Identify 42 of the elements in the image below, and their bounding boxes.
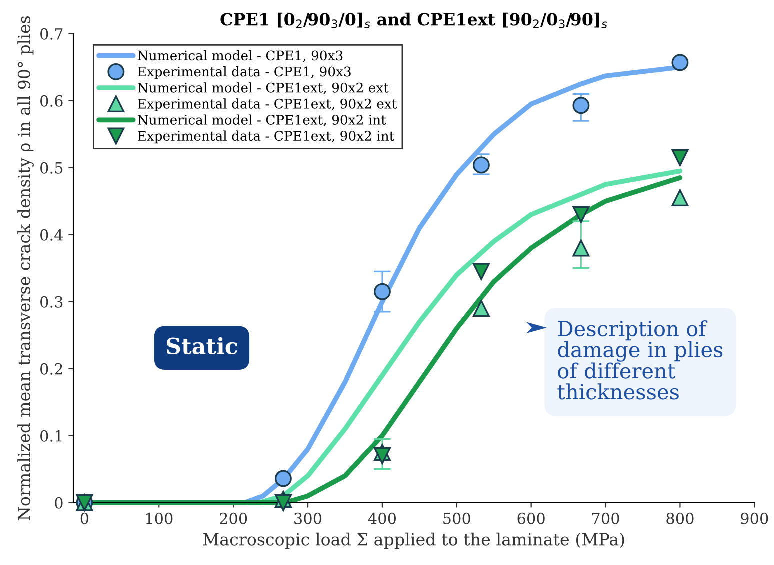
- y-tick-label: 0: [55, 497, 63, 509]
- point: [672, 54, 689, 72]
- y-tick-label: 0.1: [40, 430, 62, 442]
- chart-title: CPE1 [0$_{2}$/90$_{3}$/0]$_{s}$ and CPE1ext [90$_{2}$/0$_{3}$/90]$_{s}$: [220, 12, 608, 28]
- point: [572, 206, 590, 224]
- x-tick-label: 900: [741, 512, 768, 524]
- x-axis-title: Macroscopic load Σ applied to the laminate (MPa): [203, 532, 624, 550]
- legend-label: Numerical model - CPE1ext, 90x2 int: [138, 114, 386, 127]
- legend-label: Experimental data - CPE1, 90x3: [138, 66, 351, 80]
- y-tick-label: 0.6: [40, 95, 63, 107]
- x-tick-label: 800: [666, 512, 694, 524]
- point: [472, 156, 490, 174]
- x-tick-label: 200: [220, 512, 248, 524]
- x-tick-label: 600: [518, 512, 545, 524]
- annotation: Static: [166, 337, 238, 355]
- y-tick-label: 0.7: [40, 28, 63, 40]
- x-tick-label: 300: [294, 512, 322, 524]
- y-tick-label: 0.2: [40, 363, 62, 375]
- x-tick-label: 700: [592, 512, 620, 524]
- x-tick-label: 0: [80, 512, 89, 524]
- point: [374, 447, 391, 464]
- x-tick-label: 400: [368, 512, 396, 524]
- legend-label: Experimental data - CPE1ext, 90x2 int: [138, 130, 395, 144]
- point: [672, 149, 689, 166]
- x-tick-label: 100: [146, 512, 173, 524]
- point: [672, 190, 689, 207]
- legend-label: Numerical model - CPE1ext, 90x2 ext: [138, 82, 389, 94]
- point: [572, 97, 590, 114]
- point: [274, 470, 292, 488]
- point: [572, 240, 590, 257]
- annotation: Description of damage in plies of different thicknesses: [558, 320, 723, 400]
- point: [374, 283, 391, 300]
- point: [472, 300, 490, 318]
- y-tick-label: 0.3: [40, 296, 63, 308]
- x-tick-label: 500: [444, 512, 470, 524]
- y-tick-label: 0.5: [40, 162, 63, 174]
- point: [472, 263, 490, 280]
- legend-label: Experimental data - CPE1ext, 90x2 ext: [138, 98, 398, 112]
- y-tick-label: 0.4: [40, 229, 64, 241]
- point: [274, 494, 292, 512]
- y-axis-title: Normalized mean transverse crack density ρ in all 90° plies: [18, 16, 34, 520]
- legend-label: Numerical model - CPE1, 90x3: [138, 50, 343, 62]
